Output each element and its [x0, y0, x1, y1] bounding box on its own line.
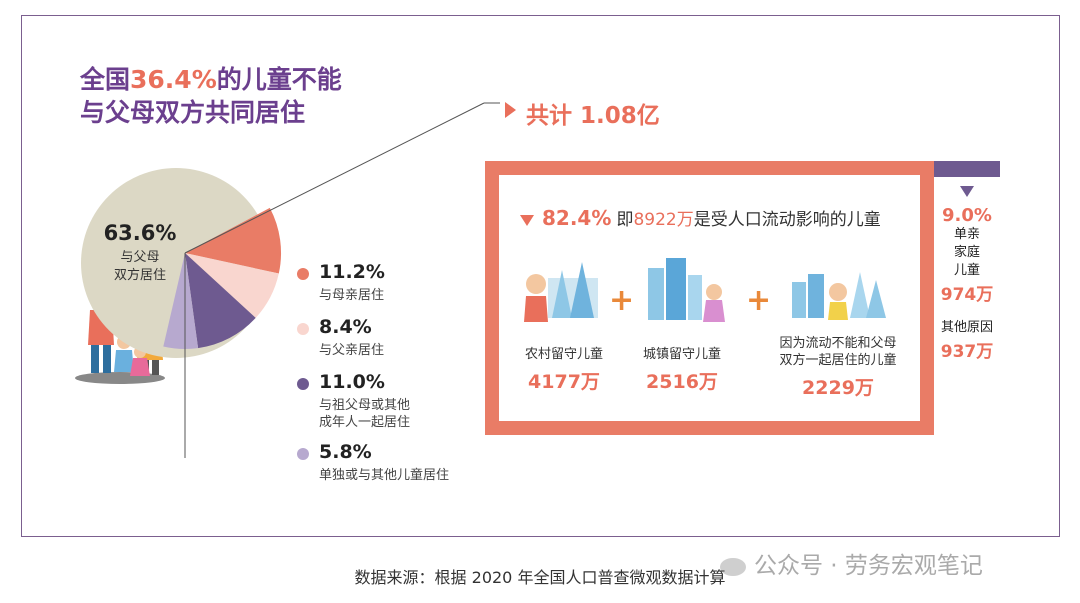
- legend-dot: [297, 268, 309, 280]
- side-value-single-parent: 974万: [940, 285, 994, 305]
- chart-title: 全国36.4%的儿童不能 与父母双方共同居住: [80, 65, 342, 127]
- legend-dot: [297, 323, 309, 335]
- plus-icon: +: [746, 283, 772, 318]
- legend-value: 8.4%: [319, 316, 372, 338]
- pie-slice-mother: [185, 207, 282, 274]
- pie-main-label: 与父母 双方居住: [113, 250, 166, 283]
- down-triangle-icon: [520, 215, 534, 226]
- total-arrow-icon: [505, 102, 516, 118]
- side-top-bar: [934, 161, 1000, 177]
- legend-label: 与祖父母或其他 成年人一起居住: [319, 398, 411, 430]
- watermark: 公众号 · 劳务宏观笔记: [720, 546, 983, 580]
- connector-line-top: [184, 102, 485, 254]
- plus-icon: +: [609, 283, 635, 318]
- side-value-other: 937万: [940, 342, 994, 362]
- legend-dot: [297, 378, 309, 390]
- data-source: 数据来源：根据 2020 年全国人口普查微观数据计算: [354, 568, 726, 587]
- legend-label: 与父亲居住: [319, 343, 385, 358]
- legend-label: 与母亲居住: [319, 288, 385, 303]
- category-urban: 城镇留守儿童 2516万: [642, 347, 721, 393]
- urban-children-icon: [648, 258, 725, 322]
- legend-dot: [297, 448, 309, 460]
- rural-children-icon: [524, 262, 598, 322]
- category-rural: 农村留守儿童 4177万: [524, 347, 603, 393]
- pie-slice-alone: [163, 253, 199, 349]
- legend-value: 5.8%: [319, 441, 372, 463]
- migrant-children-icon: [792, 272, 886, 320]
- side-panel: 9.0% 单亲 家庭 儿童 974万 其他原因 937万: [934, 186, 1000, 362]
- box-header: 82.4% 即8922万是受人口流动影响的儿童: [520, 205, 881, 230]
- side-pct: 9.0%: [942, 205, 992, 226]
- outer-frame: [21, 15, 1060, 537]
- pie-slice-father: [185, 253, 279, 318]
- legend-value: 11.0%: [319, 371, 385, 393]
- wechat-icon: [720, 557, 746, 576]
- pie-slice-grandparents: [185, 253, 256, 349]
- category-migrant: 因为流动不能和父母 双方一起居住的儿童 2229万: [779, 336, 897, 399]
- down-triangle-icon: [960, 186, 974, 197]
- pie-main-value: 63.6%: [103, 221, 177, 245]
- legend-label: 单独或与其他儿童居住: [319, 468, 450, 483]
- legend-value: 11.2%: [319, 261, 385, 283]
- total-label: 共计 1.08亿: [526, 103, 660, 129]
